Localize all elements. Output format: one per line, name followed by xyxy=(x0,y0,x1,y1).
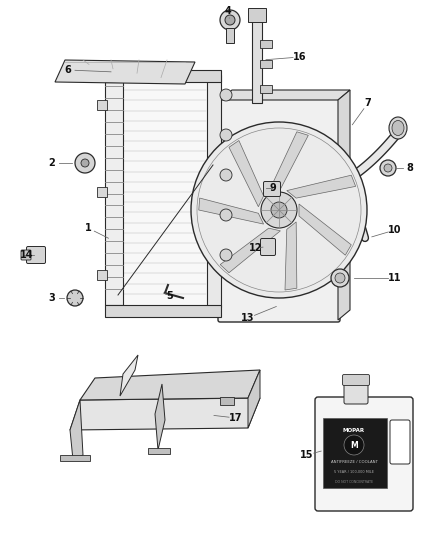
Bar xyxy=(207,75,221,307)
FancyBboxPatch shape xyxy=(261,238,276,255)
Circle shape xyxy=(344,435,364,455)
Bar xyxy=(260,60,272,68)
Circle shape xyxy=(220,10,240,30)
FancyBboxPatch shape xyxy=(343,375,370,385)
Polygon shape xyxy=(287,175,356,198)
Polygon shape xyxy=(199,198,264,224)
Circle shape xyxy=(67,290,83,306)
Text: 3: 3 xyxy=(49,293,55,303)
Bar xyxy=(105,80,123,305)
Polygon shape xyxy=(299,204,351,255)
FancyBboxPatch shape xyxy=(218,98,340,322)
Polygon shape xyxy=(220,90,350,100)
Ellipse shape xyxy=(389,117,407,139)
Text: 13: 13 xyxy=(241,313,255,323)
FancyBboxPatch shape xyxy=(21,250,31,260)
Circle shape xyxy=(225,15,235,25)
Bar xyxy=(323,418,387,488)
Text: 2: 2 xyxy=(49,158,55,168)
Text: 6: 6 xyxy=(65,65,71,75)
Polygon shape xyxy=(55,60,195,84)
Circle shape xyxy=(191,122,367,298)
Text: 1: 1 xyxy=(85,223,92,233)
Polygon shape xyxy=(80,370,260,400)
Circle shape xyxy=(380,160,396,176)
Text: 17: 17 xyxy=(229,413,243,423)
Circle shape xyxy=(335,273,345,283)
Text: 14: 14 xyxy=(20,250,34,260)
Bar xyxy=(148,448,170,454)
Bar xyxy=(105,305,221,317)
Bar xyxy=(220,397,234,405)
Circle shape xyxy=(271,202,287,218)
Text: 10: 10 xyxy=(388,225,402,235)
Polygon shape xyxy=(120,355,138,396)
FancyBboxPatch shape xyxy=(344,380,368,404)
Bar xyxy=(252,18,262,103)
Text: 5: 5 xyxy=(166,291,173,301)
Bar xyxy=(105,70,221,82)
Text: 5 YEAR / 100,000 MILE: 5 YEAR / 100,000 MILE xyxy=(334,470,374,474)
FancyBboxPatch shape xyxy=(390,420,410,464)
Circle shape xyxy=(220,209,232,221)
Bar xyxy=(260,40,272,48)
Bar xyxy=(97,100,107,110)
Text: 8: 8 xyxy=(406,163,413,173)
Circle shape xyxy=(261,192,297,228)
Text: 12: 12 xyxy=(249,243,263,253)
Circle shape xyxy=(81,159,89,167)
Polygon shape xyxy=(70,398,260,430)
Bar xyxy=(97,187,107,197)
FancyBboxPatch shape xyxy=(315,397,413,511)
Circle shape xyxy=(220,89,232,101)
Text: 16: 16 xyxy=(293,52,307,62)
Circle shape xyxy=(220,129,232,141)
Bar xyxy=(97,270,107,280)
Bar xyxy=(248,8,266,22)
Polygon shape xyxy=(268,132,308,192)
Polygon shape xyxy=(220,228,280,273)
Polygon shape xyxy=(285,222,297,290)
Circle shape xyxy=(384,164,392,172)
Text: 15: 15 xyxy=(300,450,314,460)
Circle shape xyxy=(75,153,95,173)
Text: 7: 7 xyxy=(364,98,371,108)
Bar xyxy=(60,455,90,461)
FancyBboxPatch shape xyxy=(264,182,280,197)
Text: 9: 9 xyxy=(270,183,276,193)
Polygon shape xyxy=(229,141,264,207)
Circle shape xyxy=(220,169,232,181)
FancyBboxPatch shape xyxy=(27,246,46,263)
Polygon shape xyxy=(338,90,350,320)
Text: 4: 4 xyxy=(225,6,231,16)
Circle shape xyxy=(220,249,232,261)
Text: M: M xyxy=(350,440,358,449)
Polygon shape xyxy=(70,400,83,460)
Text: DO NOT CONCENTRATE: DO NOT CONCENTRATE xyxy=(335,480,373,484)
Ellipse shape xyxy=(392,120,404,135)
Bar xyxy=(226,28,234,43)
Polygon shape xyxy=(248,370,260,428)
Text: MOPAR: MOPAR xyxy=(343,428,365,433)
Circle shape xyxy=(331,269,349,287)
Polygon shape xyxy=(155,384,165,450)
Bar xyxy=(260,85,272,93)
Text: 11: 11 xyxy=(388,273,402,283)
Text: ANTIFREEZE / COOLANT: ANTIFREEZE / COOLANT xyxy=(331,460,378,464)
Bar xyxy=(120,75,208,307)
